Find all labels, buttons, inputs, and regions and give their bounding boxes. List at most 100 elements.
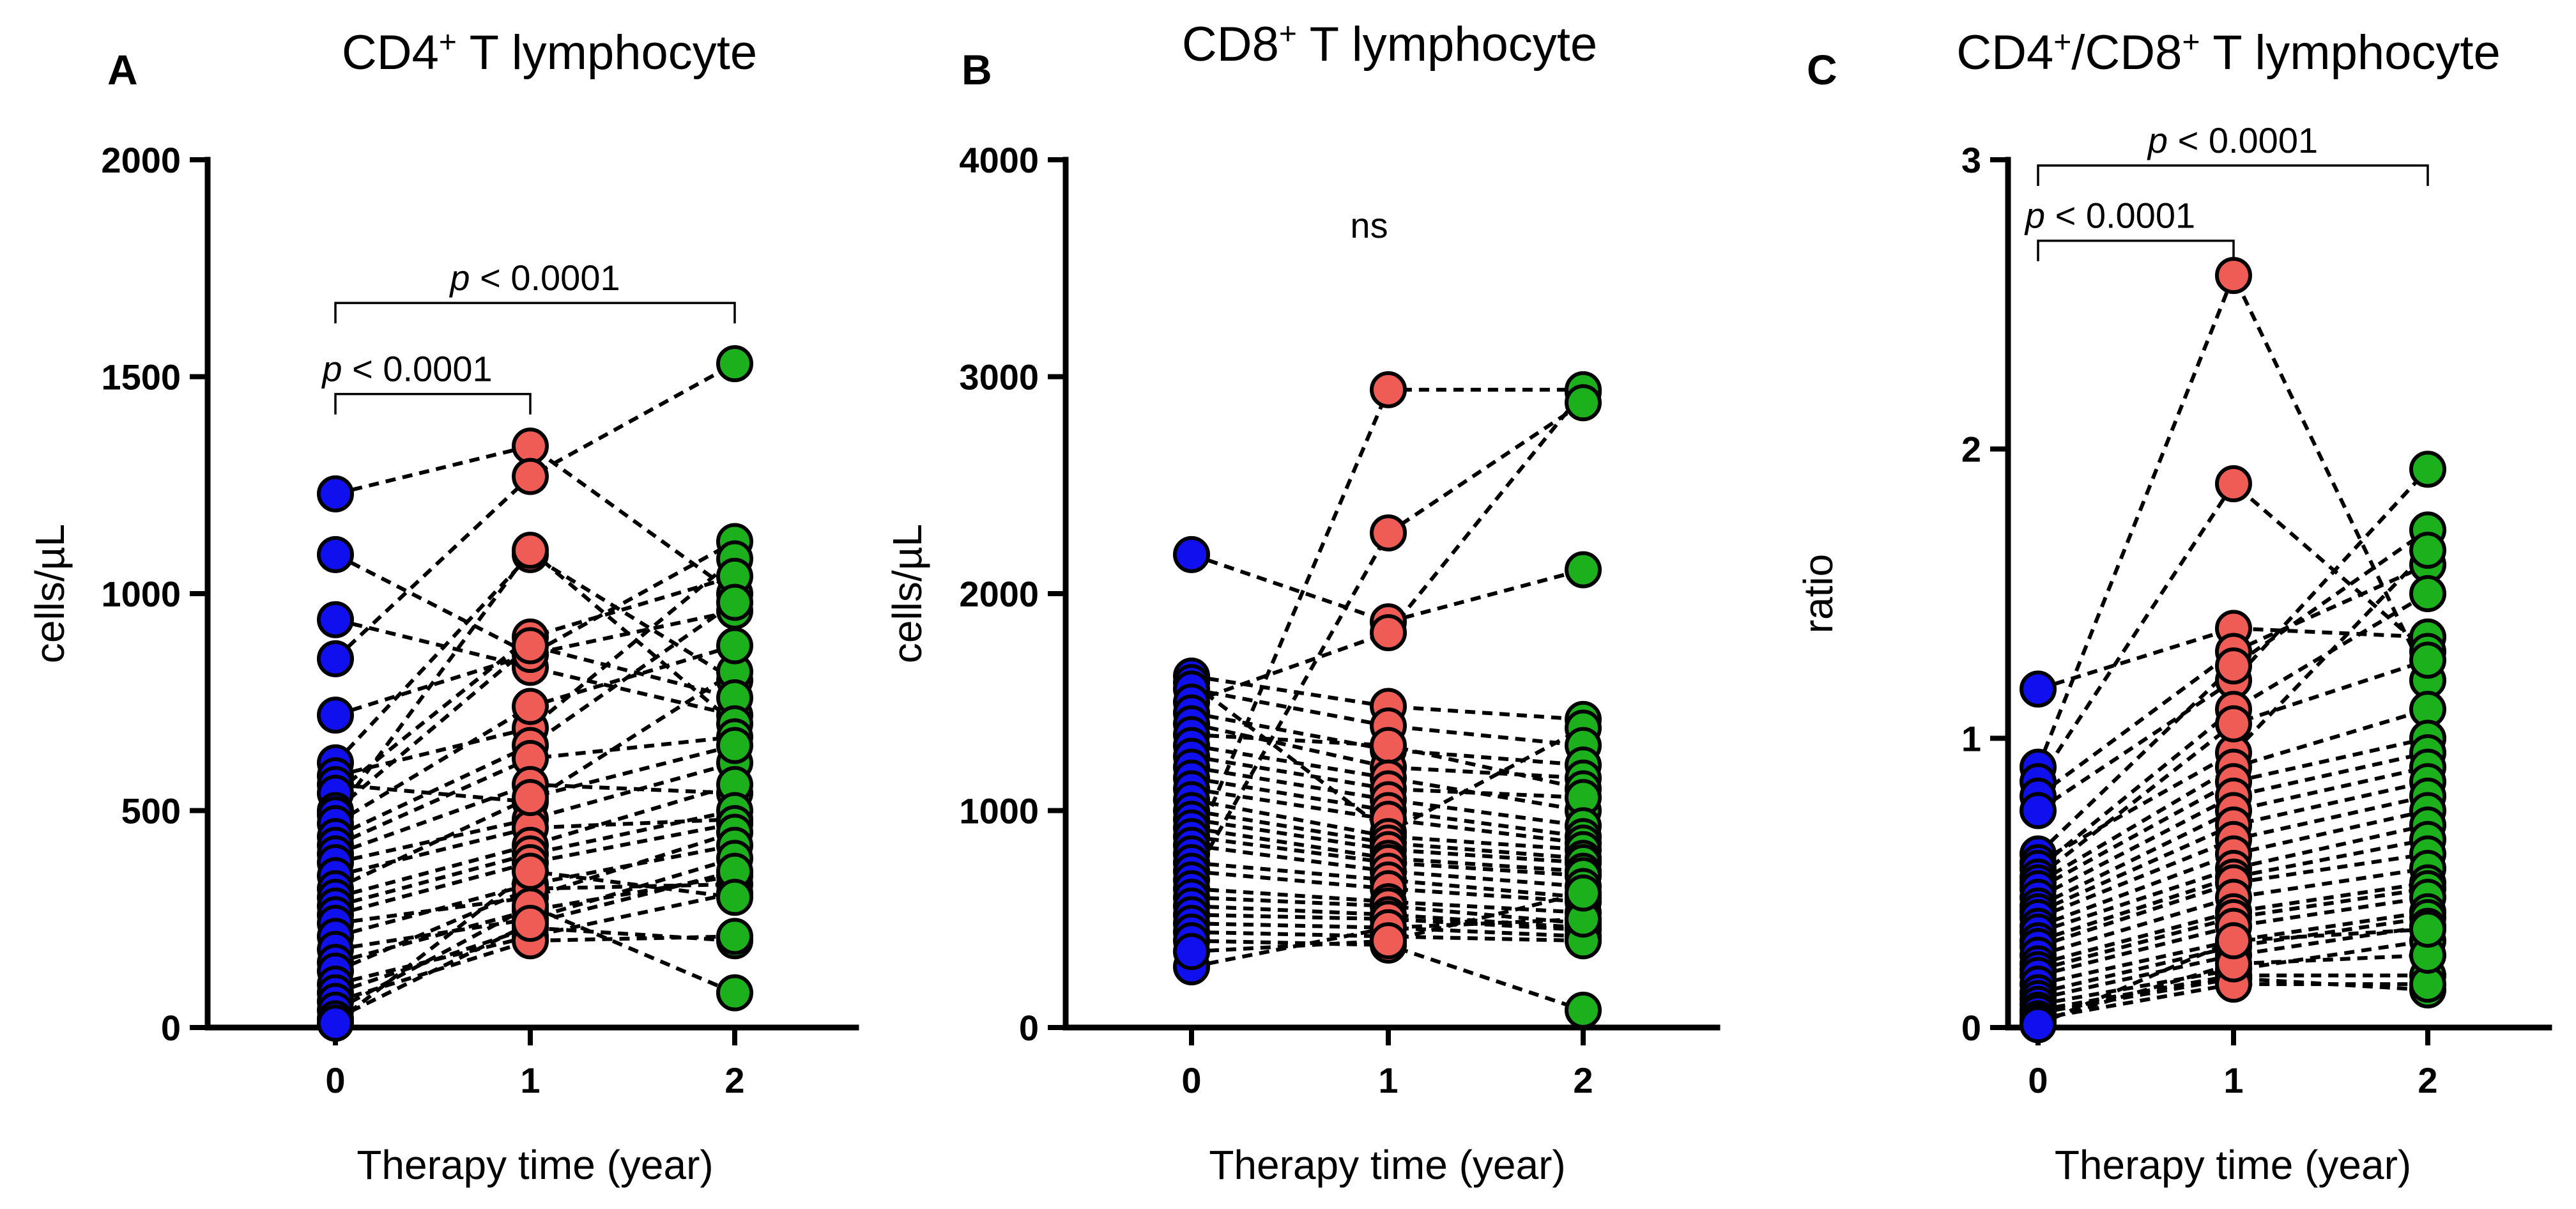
subject-trajectory: [1191, 711, 1584, 767]
y-tick-label: 500: [121, 791, 181, 831]
title-segment: /CD8: [2071, 26, 2182, 80]
y-axis-label: cells/µL: [884, 524, 930, 663]
data-point: [2215, 705, 2252, 743]
data-point: [1565, 874, 1602, 912]
subject-trajectory: [2037, 916, 2428, 995]
points-year-2: [716, 345, 753, 1012]
subject-trajectory: [2037, 881, 2428, 966]
y-tick-label: 0: [161, 1008, 181, 1048]
significance-bracket: [2037, 239, 2235, 261]
p-symbol: p: [448, 258, 470, 298]
data-point: [512, 905, 549, 943]
x-axis-label: Therapy time (year): [356, 1142, 713, 1188]
points-year-1: [512, 427, 549, 960]
subject-trajectory: [2037, 736, 2428, 891]
data-point: [716, 345, 753, 383]
subject-trajectory: [1191, 917, 1584, 969]
data-point: [317, 1005, 354, 1042]
panel-title: CD8+ T lymphocyte: [1182, 17, 1597, 72]
data-point: [716, 974, 753, 1012]
x-tick-label: 2: [1573, 1060, 1593, 1100]
data-point: [2409, 911, 2446, 948]
data-point: [716, 879, 753, 916]
title-segment: T lymphocyte: [1297, 17, 1597, 72]
p-symbol: p: [2147, 120, 2168, 160]
subject-trajectory: [2036, 528, 2429, 856]
title-superscript: +: [2053, 26, 2071, 59]
data-point: [716, 627, 753, 665]
p-symbol: p: [321, 349, 342, 389]
panel-title: CD4+ T lymphocyte: [342, 26, 757, 81]
data-point: [1565, 991, 1602, 1029]
data-point: [1370, 614, 1407, 652]
data-point: [2020, 670, 2057, 708]
subject-trajectory: [1191, 687, 1584, 748]
subject-trajectory: [2037, 909, 2428, 987]
subject-trajectory: [2037, 837, 2428, 943]
points-year-1: [2215, 257, 2252, 1003]
y-tick-label: 0: [1019, 1008, 1039, 1048]
data-point: [2215, 465, 2252, 502]
subject-trajectory: [2036, 270, 2430, 768]
y-tick-label: 2000: [101, 140, 181, 180]
data-point: [317, 475, 354, 512]
data-point: [1565, 384, 1602, 422]
data-point: [2020, 1006, 2057, 1043]
points-year-0: [1173, 535, 1210, 985]
p-value-label: p < 0.0001: [321, 349, 492, 389]
data-point: [2409, 642, 2446, 679]
subject-trajectory: [2037, 751, 2428, 899]
p-value-text: < 0.0001: [2168, 120, 2318, 160]
x-axis-label: Therapy time (year): [2055, 1142, 2411, 1188]
ns-annotation: ns: [1350, 205, 1388, 245]
panel-letter: B: [962, 46, 992, 93]
p-symbol: p: [2024, 196, 2045, 236]
points-year-1: [1370, 371, 1407, 964]
subject-trajectory: [2037, 924, 2428, 1001]
x-axis-label: Therapy time (year): [1209, 1142, 1565, 1188]
title-segment: CD4: [1956, 26, 2053, 80]
data-point: [2215, 647, 2252, 685]
significance-bracket: [334, 302, 736, 324]
subject-trajectory: [2037, 852, 2428, 949]
data-point: [1370, 922, 1407, 960]
x-tick-label: 0: [2028, 1060, 2048, 1100]
p-value-text: < 0.0001: [342, 349, 493, 389]
y-tick-label: 2: [1961, 429, 1981, 470]
x-tick-label: 0: [1181, 1060, 1201, 1100]
subject-trajectory: [2037, 895, 2428, 978]
data-point: [317, 640, 354, 677]
data-point: [512, 779, 549, 817]
p-value-text: < 0.0001: [470, 258, 620, 298]
subject-trajectory: [2037, 765, 2428, 908]
data-point: [716, 583, 753, 621]
data-point: [512, 427, 549, 465]
y-tick-label: 3000: [959, 357, 1039, 397]
data-point: [716, 727, 753, 764]
data-point: [317, 535, 354, 573]
y-tick-label: 3: [1961, 140, 1981, 180]
data-point: [1173, 933, 1210, 971]
title-superscript: +: [1279, 17, 1297, 51]
panel-letter: C: [1807, 46, 1837, 93]
data-point: [1173, 535, 1210, 573]
subject-trajectory: [2037, 886, 2428, 972]
p-value-label: p < 0.0001: [2147, 120, 2318, 160]
data-point: [512, 458, 549, 495]
title-superscript: +: [2182, 26, 2200, 59]
x-tick-label: 1: [520, 1060, 540, 1100]
y-axis-label: ratio: [1795, 554, 1841, 634]
chart-panel-a: A CD4+ T lymphocyte 0 500 1000 1500 2000 0 1 2 The…: [27, 26, 859, 1188]
x-tick-label: 2: [2418, 1060, 2437, 1100]
data-point: [2409, 575, 2446, 612]
subject-trajectory: [2037, 866, 2428, 957]
subject-trajectory: [2037, 592, 2429, 870]
subject-trajectory: [334, 904, 736, 1012]
p-value-label: p < 0.0001: [2024, 196, 2195, 236]
y-tick-label: 1: [1961, 718, 1981, 759]
title-segment: CD8: [1182, 17, 1279, 72]
data-point: [512, 688, 549, 725]
data-point: [512, 532, 549, 569]
x-tick-label: 2: [724, 1060, 744, 1100]
title-segment: CD4: [342, 26, 439, 80]
